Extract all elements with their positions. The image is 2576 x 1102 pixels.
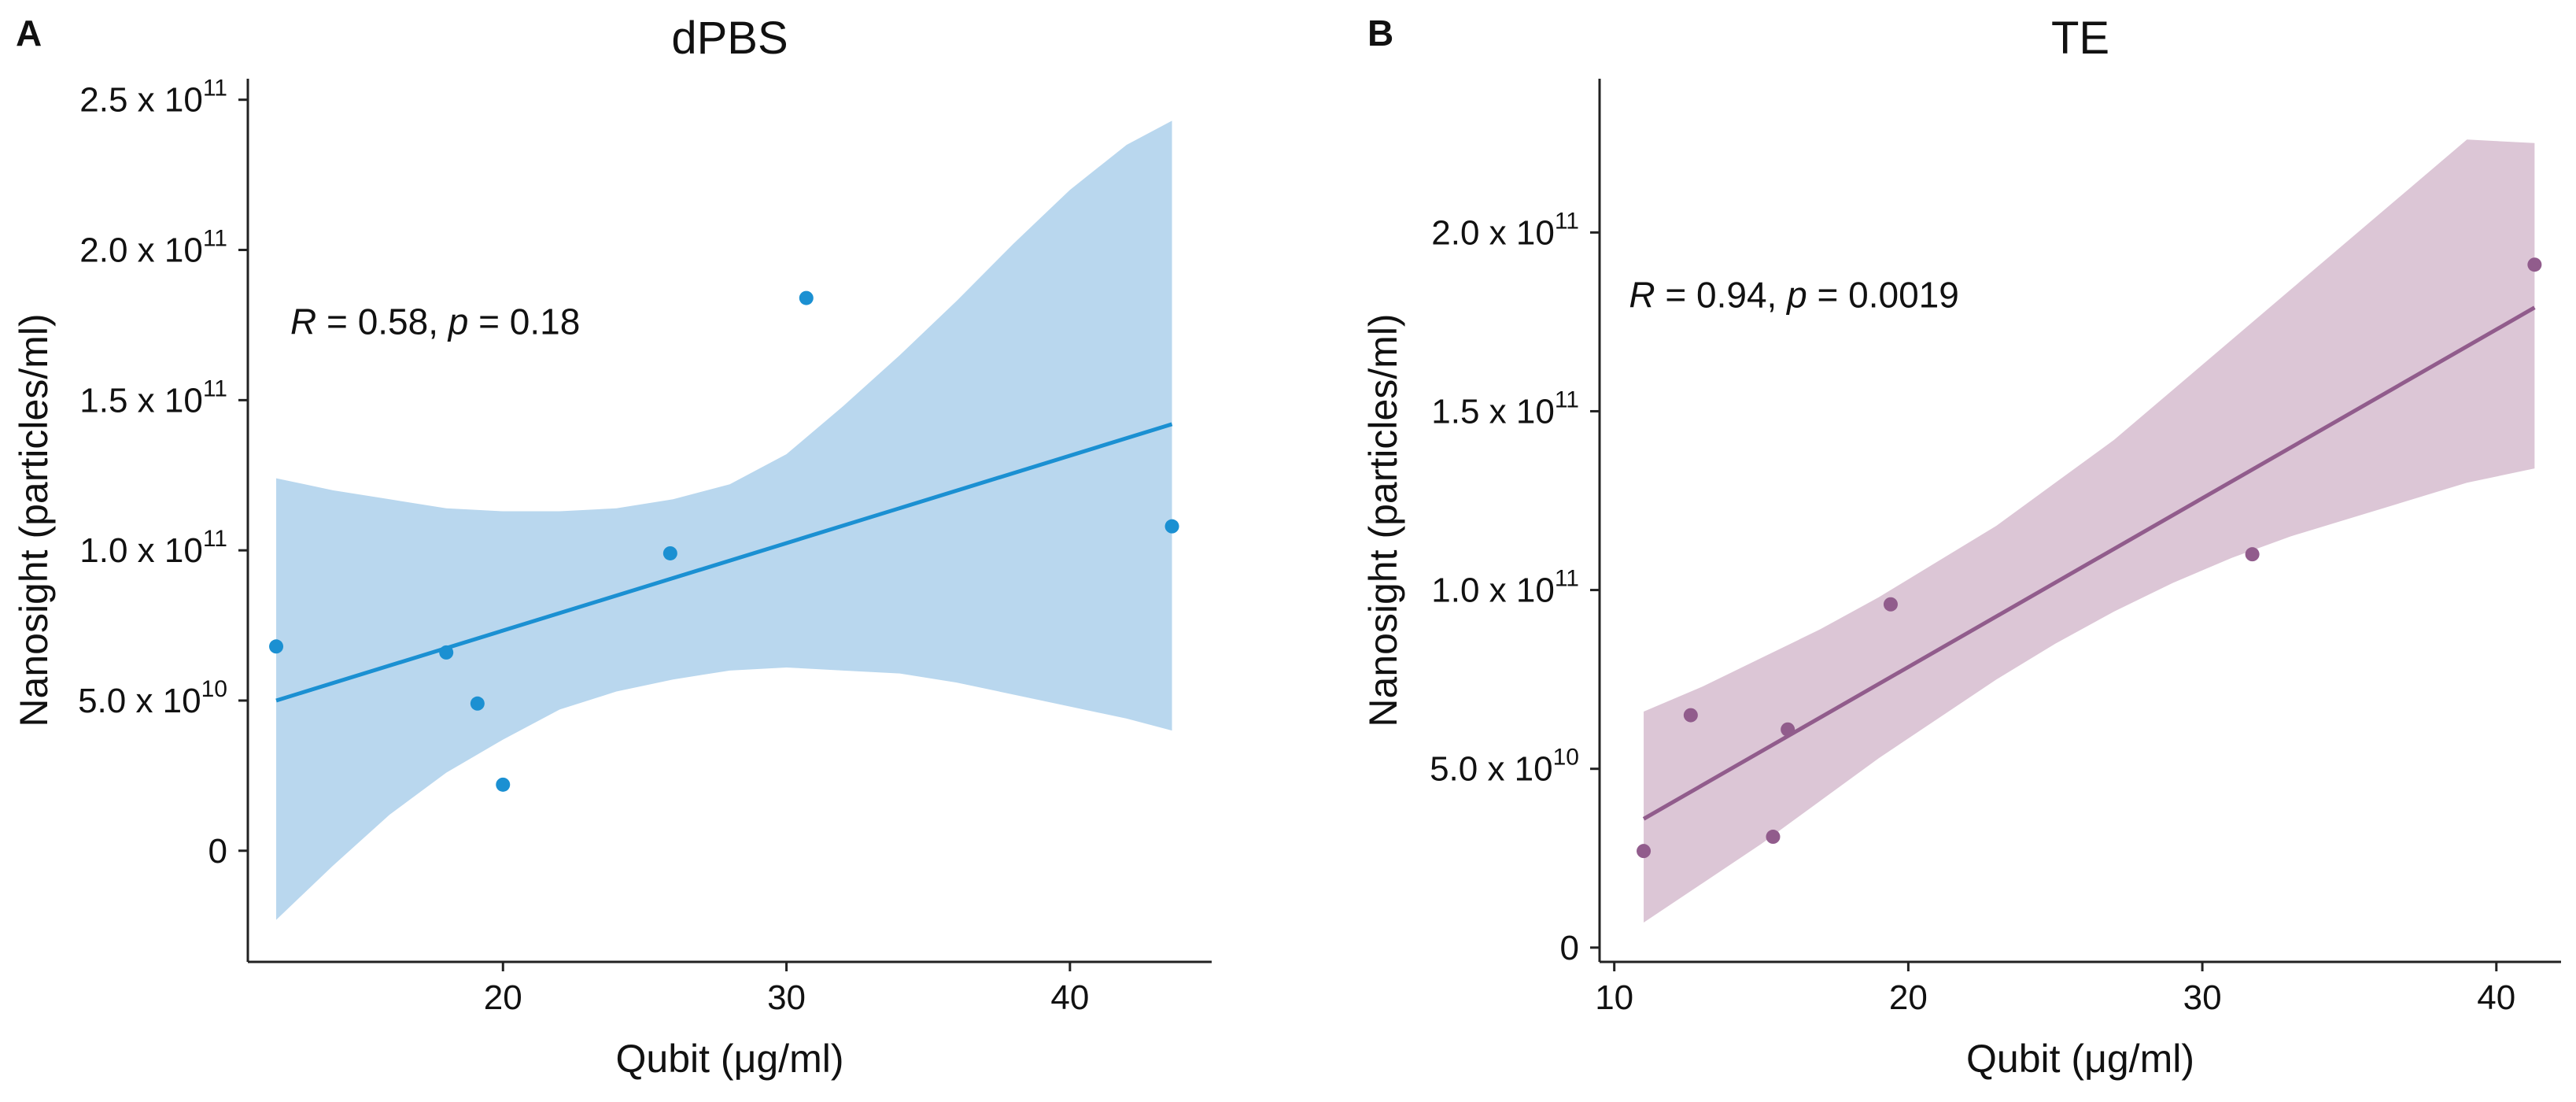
data-point-1: [1637, 844, 1652, 859]
correlation-annotation: R = 0.94, p = 0.0019: [1629, 275, 1958, 316]
y-tick-label: 2.5 x 1011: [79, 76, 227, 120]
x-tick-label: 20: [484, 978, 522, 1017]
data-point-4: [1781, 722, 1795, 737]
y-tick-label: 2.0 x 1011: [79, 226, 227, 270]
data-point-7: [1164, 519, 1179, 534]
data-point-5: [662, 545, 677, 560]
chart-title: dPBS: [671, 13, 788, 64]
x-axis-label: Qubit (μg/ml): [616, 1037, 844, 1081]
chart-title: TE: [2051, 13, 2109, 64]
y-axis-label: Nanosight (particles/ml): [12, 313, 56, 727]
x-axis-label: Qubit (μg/ml): [1966, 1037, 2194, 1081]
data-point-5: [1883, 597, 1898, 612]
panel-b: B TE 10 20 30 40 0 5.0 x 1010 1.0 x 1011 1.5 x 10…: [1361, 13, 2561, 1081]
x-tick-label: 10: [1595, 978, 1633, 1017]
confidence-band: [276, 120, 1172, 920]
y-axis-label: Nanosight (particles/ml): [1361, 313, 1405, 727]
regression-line: [1642, 305, 2536, 821]
x-tick-label: 30: [2183, 978, 2222, 1017]
x-tick-label: 40: [2477, 978, 2515, 1017]
y-tick-label: 5.0 x 1010: [1430, 745, 1579, 789]
data-point-4: [496, 777, 511, 792]
y-tick-label: 1.5 x 1011: [1431, 386, 1579, 431]
data-point-2: [1683, 708, 1698, 723]
regression-line: [275, 422, 1173, 703]
data-point-6: [799, 290, 814, 305]
panel-letter: A: [16, 13, 42, 54]
y-tick-label: 0: [1560, 929, 1579, 967]
x-tick-label: 40: [1050, 978, 1089, 1017]
x-tick-label: 20: [1889, 978, 1928, 1017]
data-point-2: [439, 645, 454, 660]
y-tick-label: 1.0 x 1011: [1431, 566, 1579, 610]
data-point-7: [2527, 257, 2542, 272]
panel-letter: B: [1367, 13, 1393, 54]
y-tick-label: 2.0 x 1011: [1431, 208, 1579, 252]
y-tick-label: 0: [209, 832, 227, 871]
data-point-6: [2245, 547, 2260, 562]
y-tick-label: 1.0 x 1011: [79, 526, 227, 570]
data-point-3: [1766, 830, 1781, 845]
y-tick-label: 5.0 x 1010: [78, 676, 227, 720]
data-point-1: [269, 639, 284, 654]
correlation-annotation: R = 0.58, p = 0.18: [290, 301, 580, 342]
data-point-3: [470, 696, 485, 711]
confidence-band: [1644, 139, 2535, 923]
y-tick-label: 1.5 x 1011: [79, 375, 227, 420]
x-tick-label: 30: [767, 978, 806, 1017]
